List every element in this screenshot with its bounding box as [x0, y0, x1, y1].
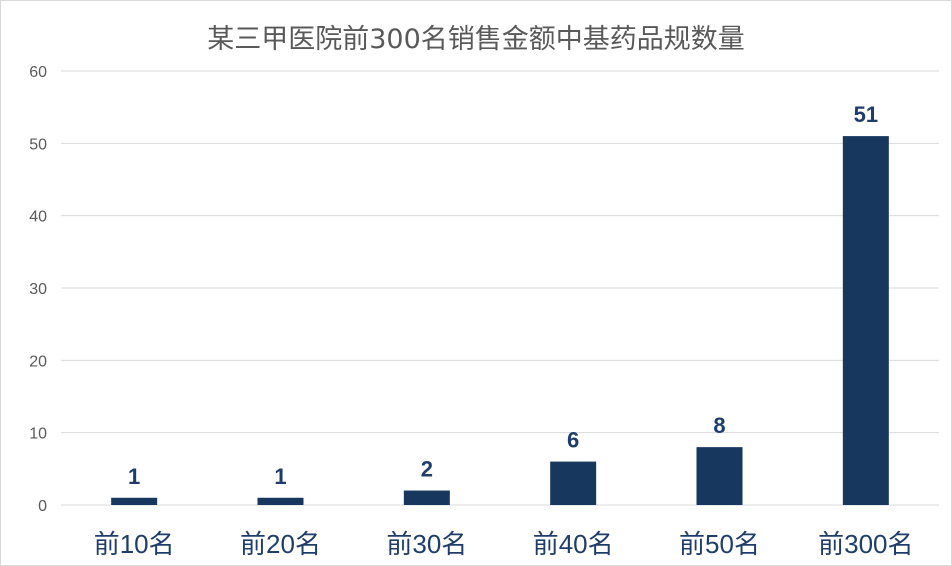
bar [696, 447, 743, 505]
y-tick-label: 10 [29, 426, 47, 443]
y-tick-label: 40 [29, 209, 47, 226]
x-tick-label: 前40名 [533, 529, 614, 559]
x-tick-label: 前300名 [818, 529, 913, 559]
x-tick-label: 前50名 [679, 529, 760, 559]
x-tick-label: 前20名 [240, 529, 321, 559]
bar [842, 136, 889, 505]
data-label: 1 [128, 464, 140, 489]
x-axis-ticks: 前10名 前20名 前30名 前40名 前50名 前300名 [94, 529, 914, 559]
bar [403, 490, 450, 505]
y-tick-label: 20 [29, 353, 47, 370]
chart-title: 某三甲医院前300名销售金额中基药品规数量 [207, 24, 745, 55]
data-label: 6 [567, 428, 579, 453]
bar [257, 497, 304, 505]
y-axis-ticks: 0 10 20 30 40 50 60 [29, 64, 47, 515]
data-label: 51 [854, 102, 878, 127]
bar [111, 497, 158, 505]
y-tick-label: 60 [29, 64, 47, 81]
x-tick-label: 前30名 [386, 529, 467, 559]
y-tick-label: 30 [29, 281, 47, 298]
y-tick-label: 50 [29, 136, 47, 153]
x-tick-label: 前10名 [94, 529, 175, 559]
y-tick-label: 0 [38, 498, 47, 515]
bar [550, 461, 597, 505]
data-labels: 1 1 2 6 8 51 [128, 102, 878, 489]
data-label: 1 [274, 464, 286, 489]
data-label: 2 [421, 457, 433, 482]
data-label: 8 [713, 413, 725, 438]
bars [111, 136, 889, 505]
gridlines [61, 70, 939, 506]
